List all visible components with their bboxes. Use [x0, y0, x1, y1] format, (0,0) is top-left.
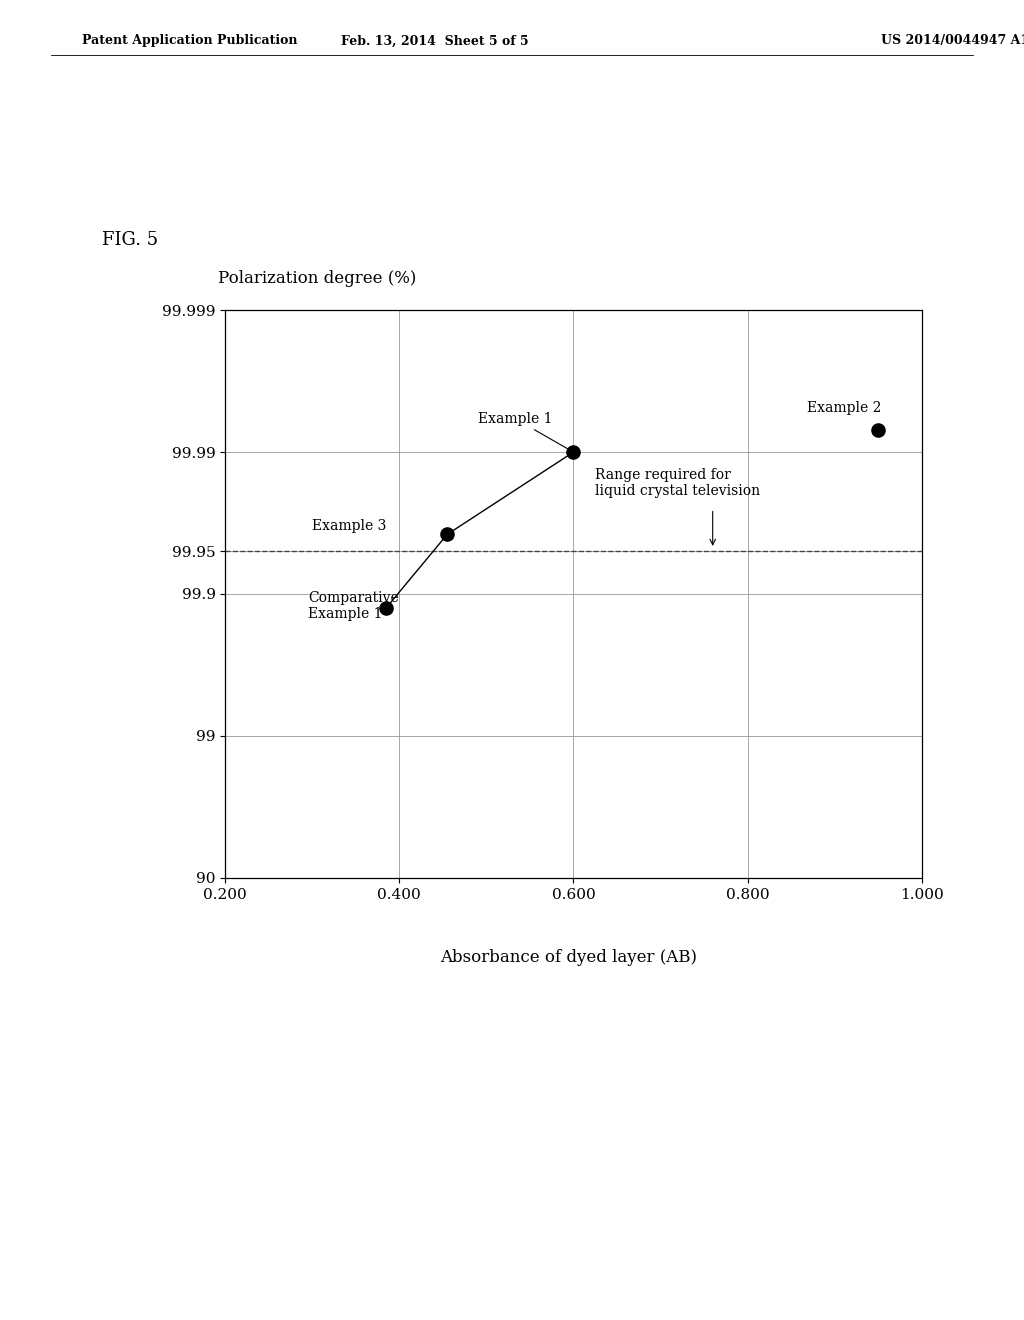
Point — [378, 597, 394, 618]
Text: FIG. 5: FIG. 5 — [102, 231, 159, 249]
Text: Range required for
liquid crystal television: Range required for liquid crystal televi… — [595, 469, 761, 499]
Text: Example 1: Example 1 — [477, 412, 571, 450]
Text: Patent Application Publication: Patent Application Publication — [82, 34, 297, 48]
Text: Example 2: Example 2 — [807, 401, 881, 416]
Text: US 2014/0044947 A1: US 2014/0044947 A1 — [881, 34, 1024, 48]
Point — [869, 420, 886, 441]
Text: Absorbance of dyed layer (AB): Absorbance of dyed layer (AB) — [440, 949, 696, 965]
Text: Example 3: Example 3 — [312, 519, 387, 533]
Text: Comparative
Example 1: Comparative Example 1 — [308, 591, 398, 620]
Text: Polarization degree (%): Polarization degree (%) — [218, 271, 417, 288]
Text: Feb. 13, 2014  Sheet 5 of 5: Feb. 13, 2014 Sheet 5 of 5 — [341, 34, 529, 48]
Point — [565, 441, 582, 462]
Point — [439, 524, 456, 545]
